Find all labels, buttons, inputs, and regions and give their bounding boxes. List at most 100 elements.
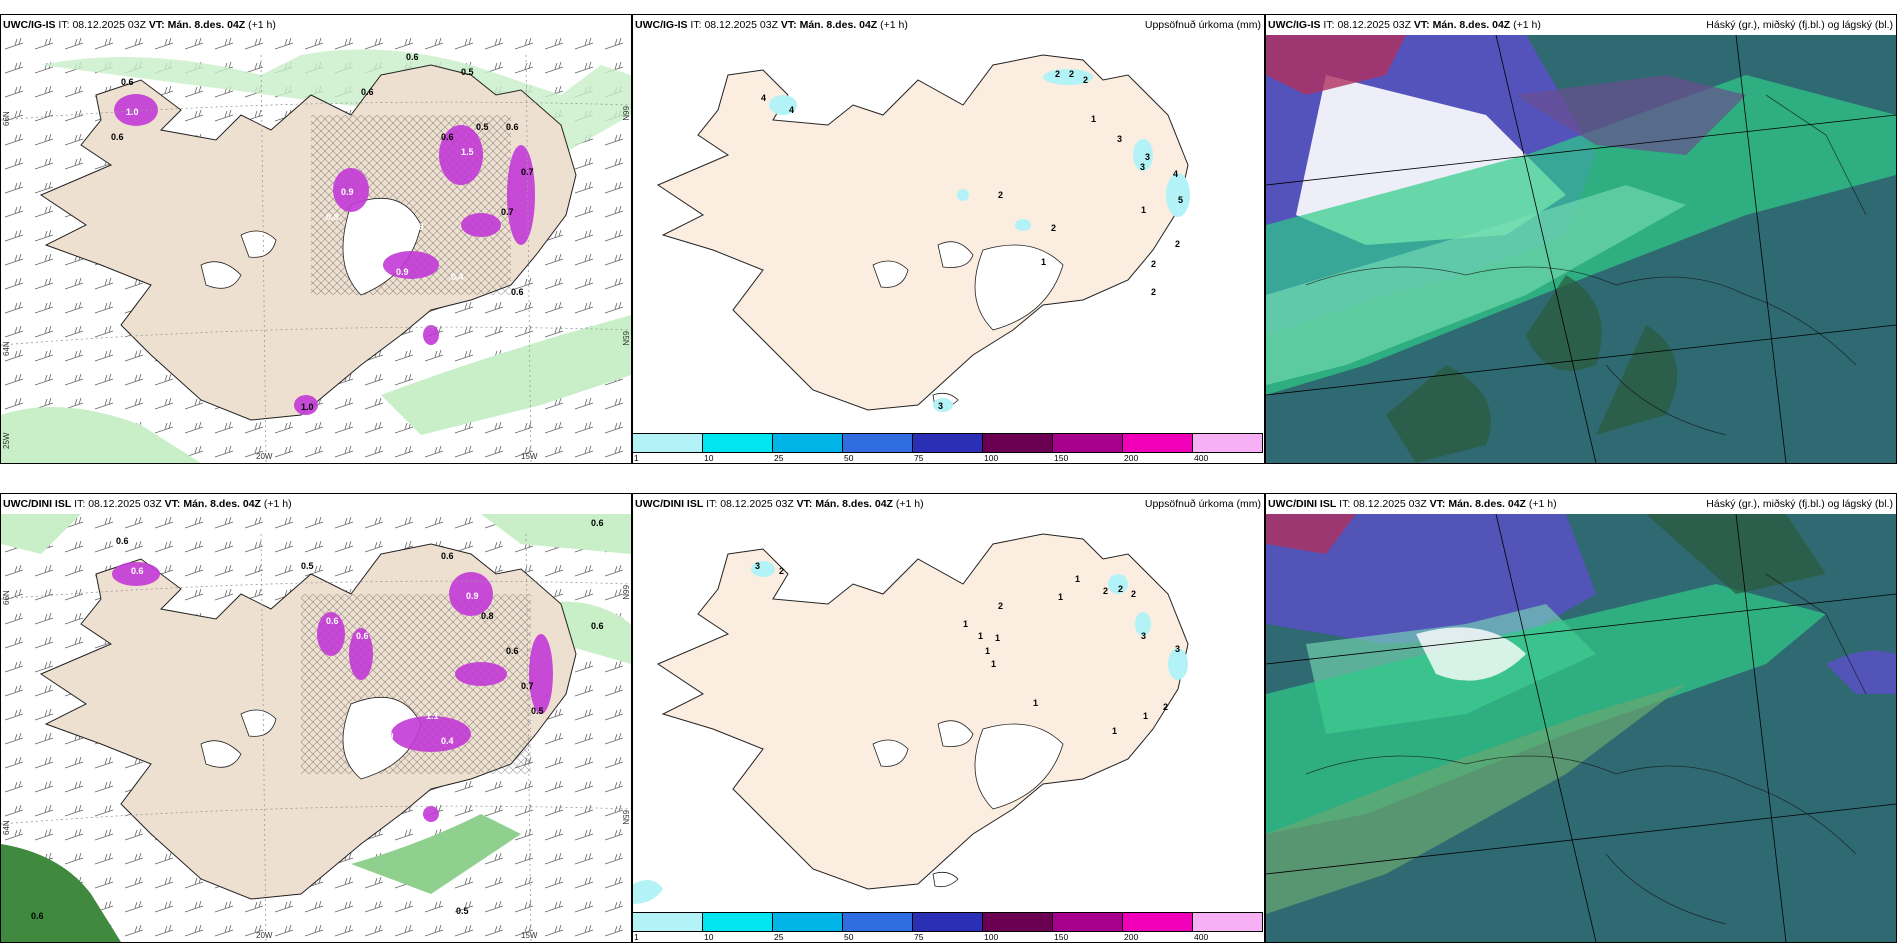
panel-precip-row1: UWC/IG-IS IT: 08.12.2025 03Z VT: Mán. 8.… <box>632 14 1265 464</box>
colorbar-tick-label: 150 <box>1054 453 1069 463</box>
precip-value-label: 4 <box>789 105 794 115</box>
lead-time: (+1 h) <box>880 19 908 31</box>
precip-value-label: 2 <box>1103 586 1108 596</box>
cloud-value-label: 0.6 <box>591 621 604 631</box>
precip-value-label: 2 <box>1083 75 1088 85</box>
lead-time: (+1 h) <box>895 498 924 510</box>
lat-label: 25W <box>2 432 11 449</box>
cloud-value-label: 0.5 <box>531 706 544 716</box>
colorbar-tick-label: 200 <box>1124 932 1139 942</box>
precip-labels: 3 2 2 1 1 1 1 1 1 2 2 2 3 3 2 1 1 1 1 <box>755 561 1180 736</box>
it-value: 08.12.2025 03Z <box>1337 19 1411 31</box>
colorbar-tick-label: 10 <box>704 932 714 942</box>
vt-value: Mán. 8.des. 04Z <box>815 498 893 510</box>
cloud-value-label: 0.8 <box>326 212 339 222</box>
cloud-value-label: 0.9 <box>341 187 354 197</box>
colorbar-swatch <box>913 913 983 931</box>
precip-value-label: 2 <box>779 566 784 576</box>
colorbar-swatch <box>773 434 843 452</box>
colorbar-tick-label: 150 <box>1054 932 1069 942</box>
it-label: IT: <box>690 19 702 31</box>
cloud-value-label: 0.7 <box>521 681 534 691</box>
cloud-value-label: 0.5 <box>456 906 469 916</box>
panel-header: UWC/IG-IS IT: 08.12.2025 03Z VT: Mán. 8.… <box>633 15 1264 35</box>
cloud-value-label: 0.6 <box>111 132 124 142</box>
panel-wind-row1: UWC/IG-IS IT: 08.12.2025 03Z VT: Mán. 8.… <box>0 14 632 464</box>
precip-value-label: 1 <box>963 619 968 629</box>
cloud-value-label: 0.6 <box>356 631 369 641</box>
lat-label: 65N <box>621 331 630 346</box>
colorbar-swatch <box>983 434 1053 452</box>
colorbar-swatch <box>843 913 913 931</box>
colorbar-swatch <box>983 913 1053 931</box>
cloud-value-label: 0.6 <box>396 706 409 716</box>
panel-wind-row2: UWC/DINI ISL IT: 08.12.2025 03Z VT: Mán.… <box>0 493 632 943</box>
vt-value: Mán. 8.des. 04Z <box>167 19 246 31</box>
cloud-value-label: 1.0 <box>301 402 314 412</box>
cloud-value-label: 0.4 <box>451 272 464 282</box>
cloud-value-label: 0.6 <box>361 87 374 97</box>
precip-value-label: 1 <box>991 659 996 669</box>
cloud-title: Háský (gr.), miðský (fj.bl.) og lágský (… <box>1706 498 1893 510</box>
cloud-value-label: 0.6 <box>506 122 519 132</box>
precip-value-label: 3 <box>1145 152 1150 162</box>
model-name: UWC/DINI ISL <box>1268 498 1337 510</box>
precip-value-label: 2 <box>998 601 1003 611</box>
cloud-value-label: 0.8 <box>481 611 494 621</box>
cloud-value-label: 1.5 <box>461 147 474 157</box>
colorbar-tick-label: 75 <box>914 932 924 942</box>
cloud-value-label: 1.1 <box>426 711 439 721</box>
precip-value-label: 1 <box>1033 698 1038 708</box>
lat-label: 66N <box>2 590 11 605</box>
vt-label: VT: <box>148 19 165 31</box>
precip-labels: 4 4 2 2 2 1 3 3 3 4 5 1 2 2 2 2 1 2 3 <box>761 69 1183 411</box>
colorbar-swatch <box>1193 434 1263 452</box>
it-value: 08.12.2025 03Z <box>1353 498 1427 510</box>
colorbar-tick-label: 100 <box>984 932 999 942</box>
colorbar-tick-label: 200 <box>1124 453 1139 463</box>
precip-value-label: 3 <box>938 401 943 411</box>
cloud-value-label: 0.6 <box>121 77 134 87</box>
model-name: UWC/DINI ISL <box>3 498 72 510</box>
precip-value-label: 2 <box>1131 589 1136 599</box>
colorbar-tick-label: 25 <box>774 932 784 942</box>
cloud-value-label: 0.6 <box>511 287 524 297</box>
colorbar-swatch <box>1123 434 1193 452</box>
precip-value-label: 3 <box>1117 134 1122 144</box>
colorbar-swatch <box>1053 913 1123 931</box>
land-shape <box>656 533 1189 890</box>
colorbar-swatch <box>773 913 843 931</box>
lat-label: 65N <box>621 810 630 825</box>
colorbar-swatch <box>1123 913 1193 931</box>
land-shape <box>656 54 1189 411</box>
lat-label: 66N <box>2 111 11 126</box>
vt-value: Mán. 8.des. 04Z <box>799 19 878 31</box>
panel-cloud-row2: UWC/DINI ISL IT: 08.12.2025 03Z VT: Mán.… <box>1265 493 1897 943</box>
cloud-value-label: 1.0 <box>126 107 139 117</box>
cloud-value-label: 0.9 <box>396 267 409 277</box>
colorbar-swatch <box>913 434 983 452</box>
vt-value: Mán. 8.des. 04Z <box>1448 498 1526 510</box>
it-label: IT: <box>1339 498 1351 510</box>
it-value: 08.12.2025 03Z <box>88 498 162 510</box>
cloud-value-label: 0.6 <box>506 646 519 656</box>
cloud-value-label: 1.8 <box>411 222 424 232</box>
cloud-title: Háský (gr.), miðský (fj.bl.) og lágský (… <box>1706 19 1893 31</box>
it-label: IT: <box>706 498 718 510</box>
precip-value-label: 2 <box>1163 702 1168 712</box>
precip-value-label: 4 <box>761 93 766 103</box>
precip-value-label: 3 <box>755 561 760 571</box>
precip-value-label: 3 <box>1175 644 1180 654</box>
cloud-map <box>1266 514 1896 942</box>
cloud-value-label: 0.9 <box>466 591 479 601</box>
precip-colorbar-ticks: 1 10 25 50 75 100 150 200 400 <box>633 453 1263 463</box>
colorbar-tick-label: 400 <box>1194 932 1209 942</box>
lon-label: 20W <box>256 931 273 940</box>
precip-colorbar-ticks: 1 10 25 50 75 100 150 200 400 <box>633 932 1263 942</box>
it-value: 08.12.2025 03Z <box>72 19 146 31</box>
colorbar-swatch <box>703 434 773 452</box>
precip-value-label: 2 <box>1175 239 1180 249</box>
lat-label: 64N <box>2 820 11 835</box>
precip-value-label: 5 <box>1178 195 1183 205</box>
it-label: IT: <box>1323 19 1335 31</box>
